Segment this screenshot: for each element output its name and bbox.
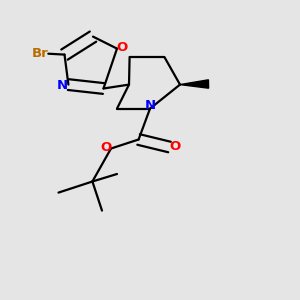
Text: O: O [100,141,111,154]
Text: O: O [169,140,181,153]
Text: Br: Br [32,47,48,60]
Text: N: N [57,79,68,92]
Polygon shape [180,80,208,88]
Text: N: N [144,99,156,112]
Text: O: O [117,41,128,54]
